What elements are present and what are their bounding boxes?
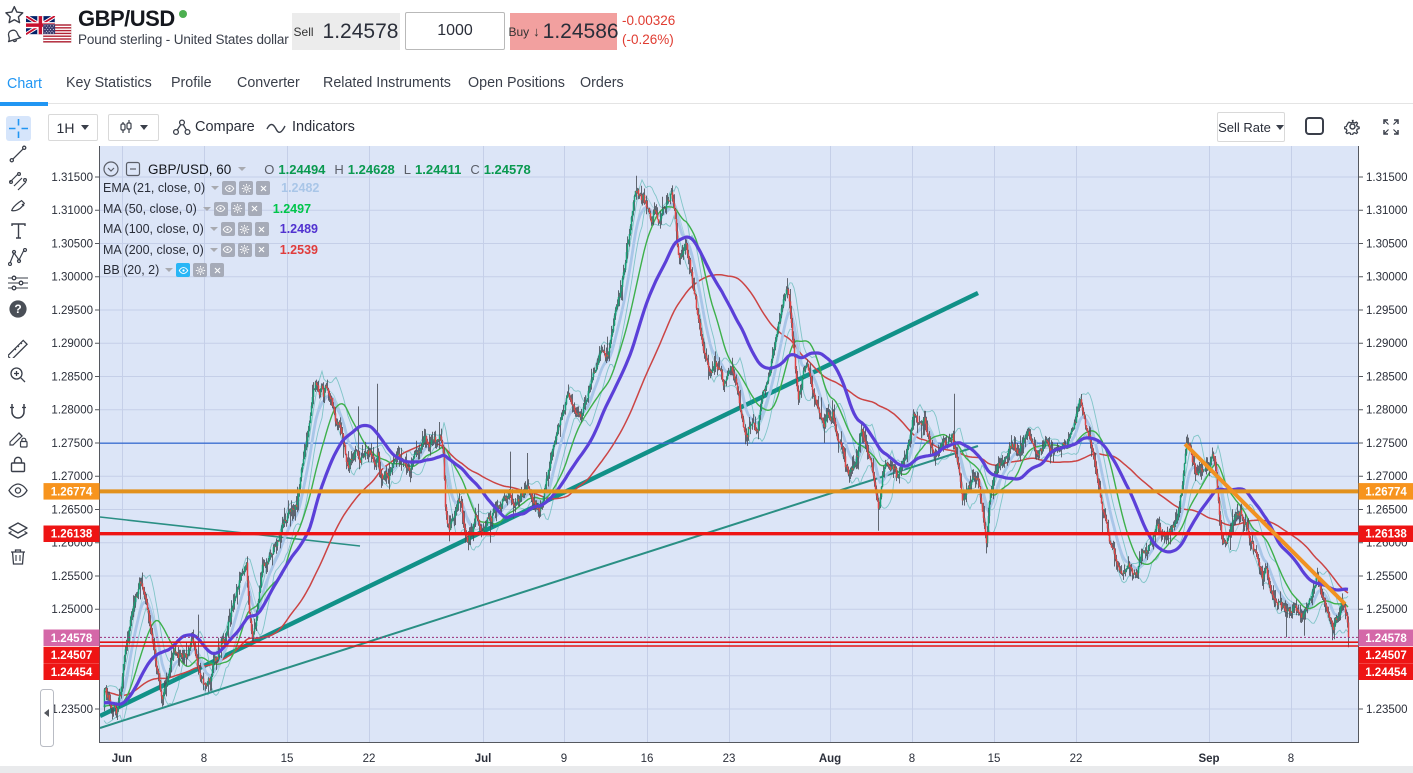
svg-text:1.30500: 1.30500: [51, 239, 93, 251]
svg-text:1.29000: 1.29000: [51, 338, 93, 350]
svg-text:15: 15: [988, 753, 1001, 765]
svg-text:Sep: Sep: [1198, 753, 1219, 765]
svg-text:1.28000: 1.28000: [51, 405, 93, 417]
svg-text:1.23500: 1.23500: [1366, 704, 1408, 716]
svg-text:1.28000: 1.28000: [1366, 405, 1408, 417]
svg-text:8: 8: [909, 753, 915, 765]
svg-text:9: 9: [561, 753, 567, 765]
svg-text:16: 16: [641, 753, 654, 765]
svg-text:1.27000: 1.27000: [1366, 471, 1408, 483]
svg-text:1.25500: 1.25500: [1366, 571, 1408, 583]
svg-text:Jul: Jul: [475, 753, 492, 765]
svg-text:1.25000: 1.25000: [1366, 604, 1408, 616]
svg-text:1.24578: 1.24578: [1365, 633, 1407, 645]
svg-text:?: ?: [14, 302, 21, 316]
svg-text:1.24507: 1.24507: [51, 650, 93, 662]
svg-text:1.31000: 1.31000: [1366, 205, 1408, 217]
svg-text:1.28500: 1.28500: [51, 372, 93, 384]
svg-text:1.28500: 1.28500: [1366, 372, 1408, 384]
svg-text:8: 8: [201, 753, 207, 765]
svg-text:1.30000: 1.30000: [1366, 272, 1408, 284]
svg-text:1.31500: 1.31500: [1366, 172, 1408, 184]
svg-text:1.26138: 1.26138: [1365, 529, 1407, 541]
svg-text:1.31000: 1.31000: [51, 205, 93, 217]
svg-text:1.27500: 1.27500: [1366, 438, 1408, 450]
svg-text:1.27500: 1.27500: [51, 438, 93, 450]
svg-text:1.26774: 1.26774: [51, 486, 93, 498]
svg-text:1.26138: 1.26138: [51, 529, 93, 541]
svg-text:1.26500: 1.26500: [51, 505, 93, 517]
svg-text:1.29500: 1.29500: [1366, 305, 1408, 317]
svg-text:1.29500: 1.29500: [51, 305, 93, 317]
svg-text:1.27000: 1.27000: [51, 471, 93, 483]
svg-text:1.30500: 1.30500: [1366, 239, 1408, 251]
svg-text:1.31500: 1.31500: [51, 172, 93, 184]
svg-text:1.29000: 1.29000: [1366, 338, 1408, 350]
svg-text:1.26500: 1.26500: [1366, 505, 1408, 517]
svg-text:1.25500: 1.25500: [51, 571, 93, 583]
svg-text:1.24454: 1.24454: [1365, 667, 1407, 679]
svg-text:22: 22: [1070, 753, 1083, 765]
svg-text:Jun: Jun: [112, 753, 132, 765]
svg-text:1.25000: 1.25000: [51, 604, 93, 616]
svg-text:8: 8: [1288, 753, 1294, 765]
svg-text:1.23500: 1.23500: [51, 704, 93, 716]
svg-text:1.24507: 1.24507: [1365, 650, 1407, 662]
svg-text:15: 15: [281, 753, 294, 765]
svg-text:23: 23: [723, 753, 736, 765]
svg-text:1.30000: 1.30000: [51, 272, 93, 284]
svg-text:1.24454: 1.24454: [51, 667, 93, 679]
svg-text:1.24578: 1.24578: [51, 633, 93, 645]
svg-text:1.26774: 1.26774: [1365, 486, 1407, 498]
svg-text:Aug: Aug: [819, 753, 841, 765]
svg-text:22: 22: [363, 753, 376, 765]
